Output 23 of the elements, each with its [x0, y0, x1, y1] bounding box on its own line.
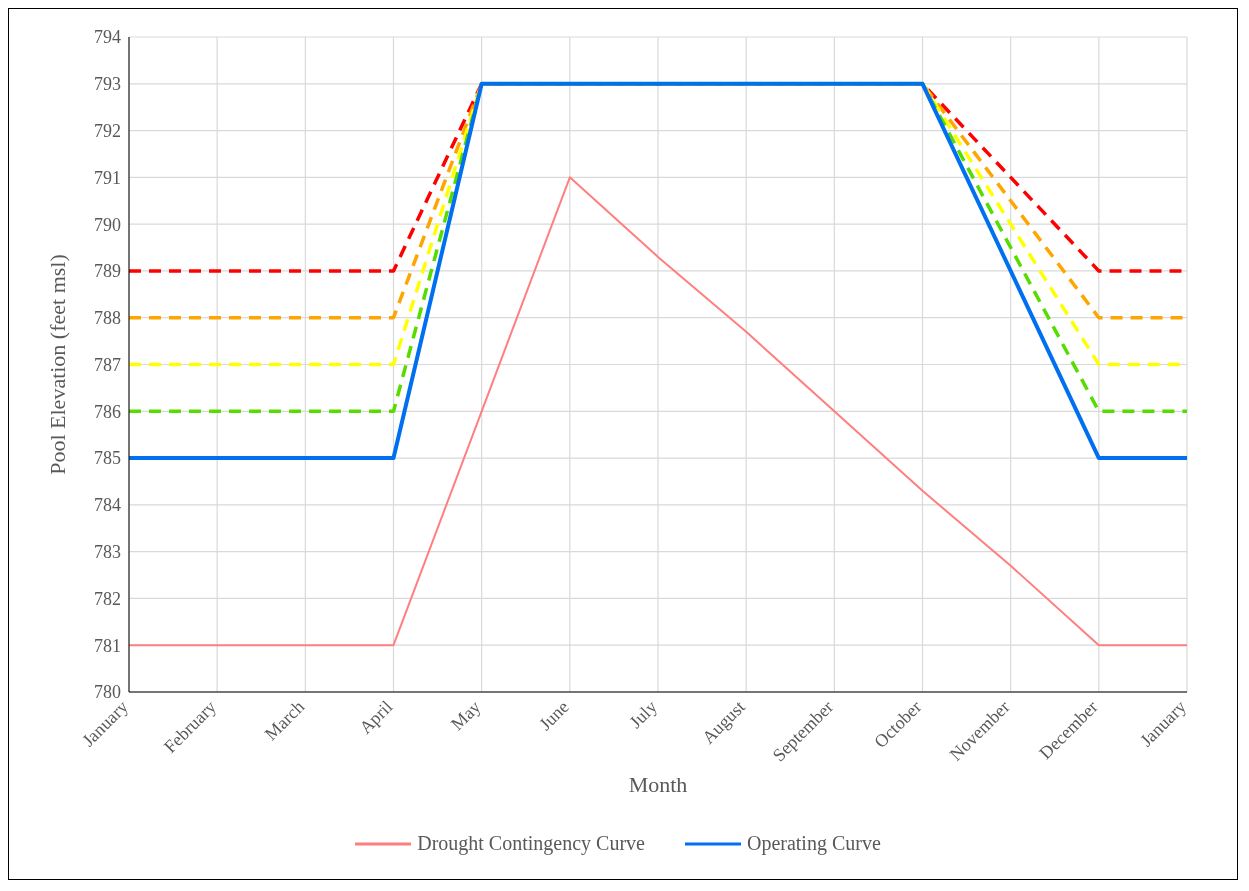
y-tick-label: 792 — [94, 120, 121, 141]
x-tick-label: July — [625, 696, 661, 733]
y-tick-label: 790 — [94, 214, 121, 235]
y-tick-label: 781 — [94, 635, 121, 656]
legend-label: Operating Curve — [745, 832, 881, 855]
y-tick-label: 788 — [94, 308, 121, 329]
y-tick-label: 785 — [94, 448, 121, 469]
y-tick-label: 782 — [94, 588, 121, 609]
y-tick-label: 787 — [94, 354, 121, 375]
y-tick-label: 794 — [94, 27, 121, 48]
y-tick-label: 793 — [94, 74, 121, 95]
y-tick-label: 789 — [94, 261, 121, 282]
x-tick-label: June — [535, 696, 573, 735]
y-tick-label: 786 — [94, 401, 121, 422]
y-tick-label: 784 — [94, 495, 121, 516]
legend-label: Drought Contingency Curve — [416, 832, 645, 855]
line-series — [128, 176, 1188, 647]
y-axis-title: Pool Elevation (feet msl) — [44, 254, 70, 475]
x-axis-title: Month — [628, 772, 688, 797]
y-tick-label: 783 — [94, 542, 121, 563]
y-tick-label: 791 — [94, 167, 121, 188]
y-tick-label: 780 — [94, 682, 121, 703]
x-tick-label: May — [447, 696, 485, 735]
